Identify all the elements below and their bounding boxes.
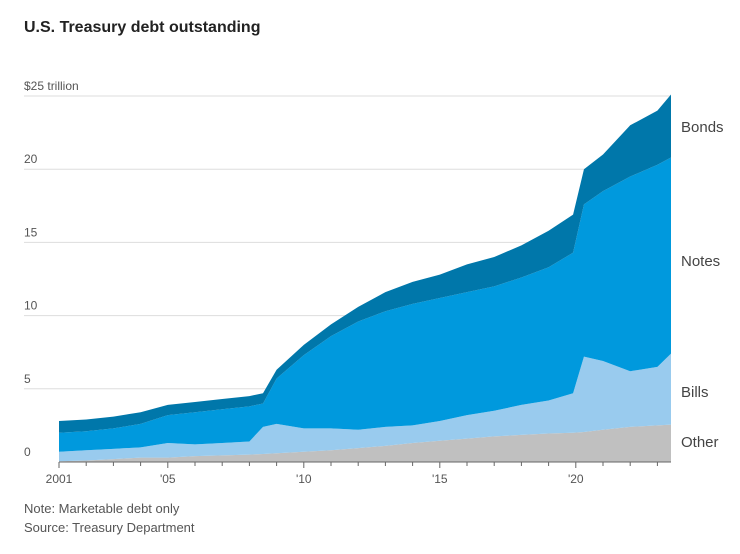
area-notes (59, 157, 671, 452)
y-tick-label: 0 (24, 445, 31, 459)
area-bills (59, 353, 671, 462)
y-tick-label: 10 (24, 299, 38, 313)
x-tick-label: '20 (568, 472, 584, 486)
y-tick-label: 20 (24, 152, 38, 166)
y-tick-label: 15 (24, 225, 38, 239)
area-other (59, 424, 671, 462)
y-tick-label: $25 trillion (24, 79, 79, 93)
source-note: Source: Treasury Department (24, 520, 195, 535)
legend-label-notes: Notes (681, 253, 720, 270)
chart-title: U.S. Treasury debt outstanding (24, 19, 261, 36)
legend-label-bills: Bills (681, 384, 709, 401)
x-tick-label: '10 (296, 472, 312, 486)
x-tick-label: '15 (432, 472, 448, 486)
y-tick-label: 5 (24, 372, 31, 386)
legend-label-bonds: Bonds (681, 119, 724, 136)
x-tick-label: '05 (160, 472, 176, 486)
area-bonds (59, 94, 671, 433)
footnote: Note: Marketable debt only (24, 501, 180, 516)
x-tick-label: 2001 (46, 472, 73, 486)
legend-label-other: Other (681, 434, 719, 451)
